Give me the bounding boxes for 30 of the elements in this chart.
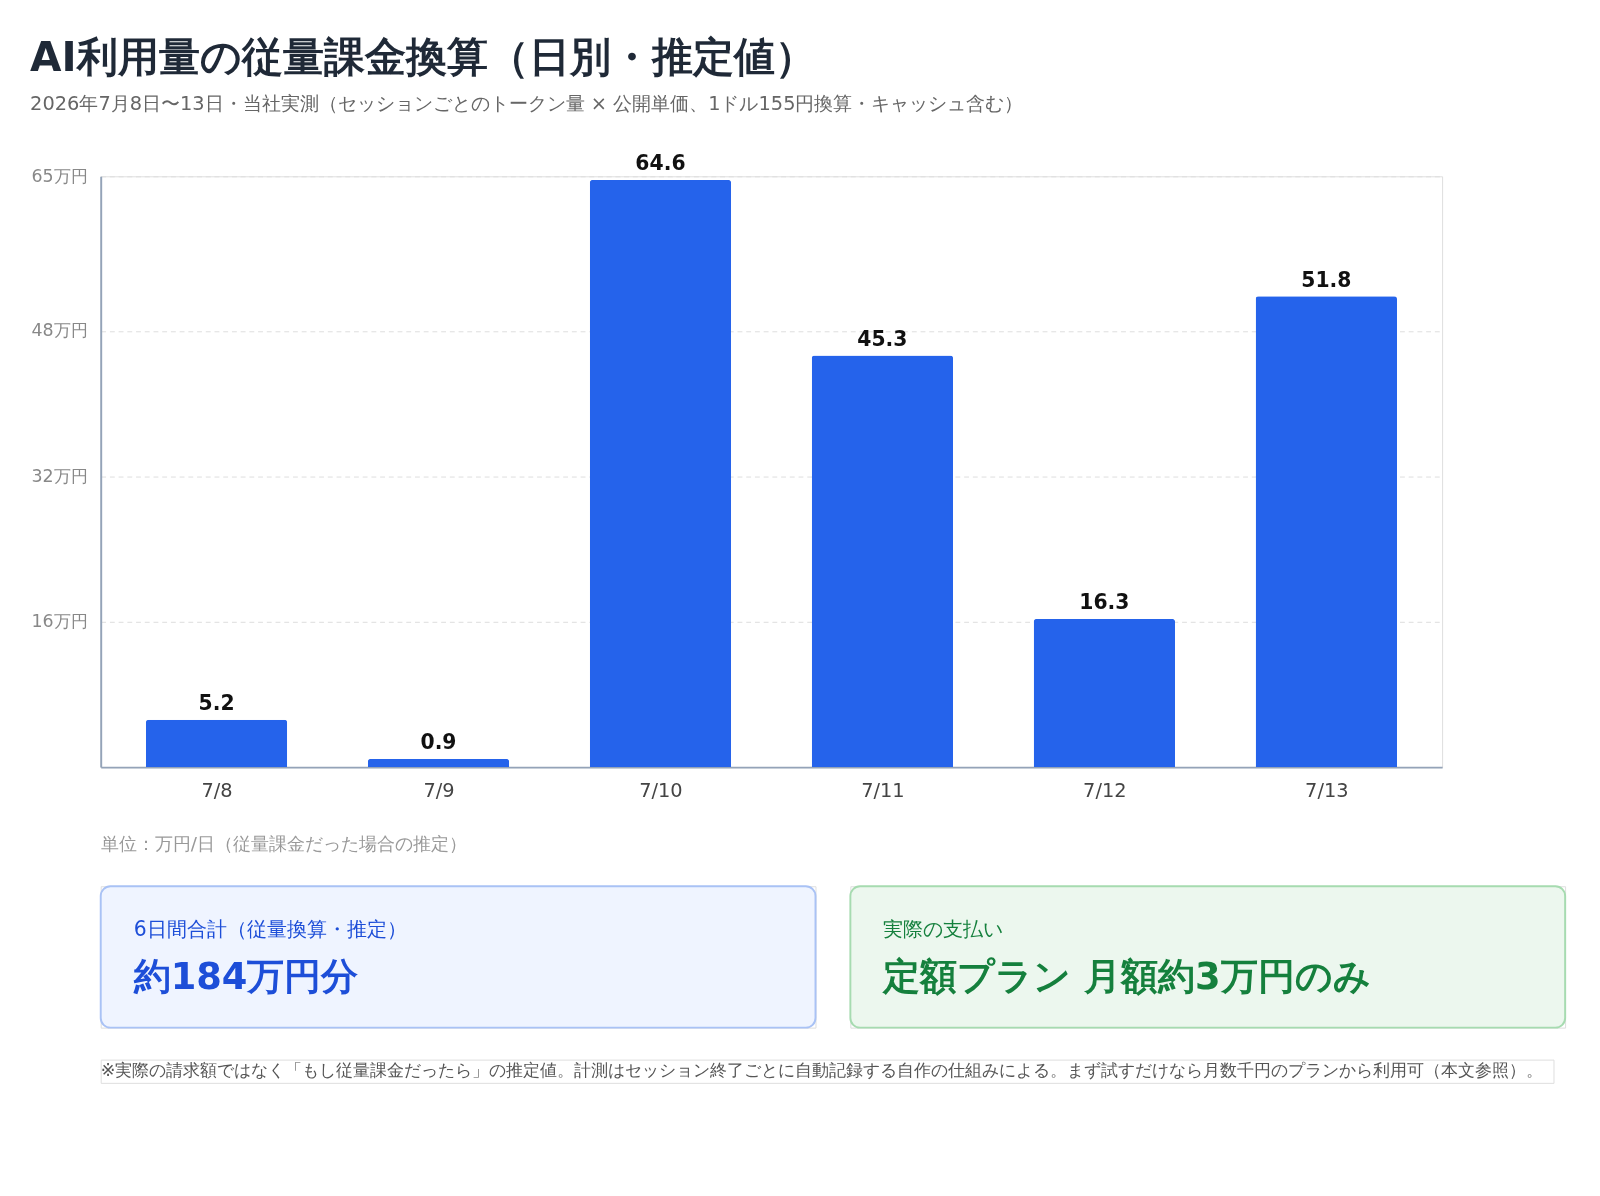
data-label: 64.6: [635, 151, 686, 176]
bar: [367, 758, 510, 768]
text: ※実際の請求額ではなく「もし従量課金だったら」の推定値。計測はセッション終了ごとに自動記録する自作の仕組みによる。まず試すだけなら月数千円のプランから利用可（本文参照）。: [100, 1060, 1544, 1081]
bar: [145, 719, 288, 768]
x-tick-label: 7/11: [861, 778, 905, 802]
text: 単位：万円/日（従量課金だった場合の推定）: [100, 833, 467, 855]
chart-subtitle: 2026年7月8日〜13日・当社実測（セッションごとのトークン量 × 公開単価、1ドル155円換算・キャッシュ含む）: [30, 92, 1024, 116]
bar: [1255, 296, 1398, 768]
bar: [589, 179, 732, 768]
data-label: 51.8: [1301, 267, 1352, 292]
x-tick-label: 7/13: [1305, 778, 1349, 802]
bar: [1033, 618, 1176, 768]
data-label: 0.9: [420, 730, 457, 755]
chart-title: AI利用量の従量課金換算（日別・推定値）: [30, 32, 816, 81]
text: 定額プラン 月額約3万円のみ: [882, 954, 1371, 998]
data-label: 5.2: [198, 691, 235, 716]
text: 実際の支払い: [883, 916, 1004, 941]
y-tick-label: 65万円: [31, 165, 88, 186]
text: 約184万円分: [132, 954, 359, 998]
x-tick-label: 7/8: [201, 778, 233, 802]
x-tick-label: 7/10: [639, 778, 683, 802]
data-label: 45.3: [857, 326, 908, 351]
data-label: 16.3: [1079, 590, 1130, 615]
text: 6日間合計（従量換算・推定）: [133, 916, 407, 941]
y-tick-label: 48万円: [31, 320, 88, 341]
y-tick-label: 16万円: [31, 611, 88, 632]
x-tick-label: 7/9: [423, 778, 455, 802]
x-tick-label: 7/12: [1083, 778, 1127, 802]
bar: [811, 355, 954, 768]
y-tick-label: 32万円: [31, 465, 88, 486]
